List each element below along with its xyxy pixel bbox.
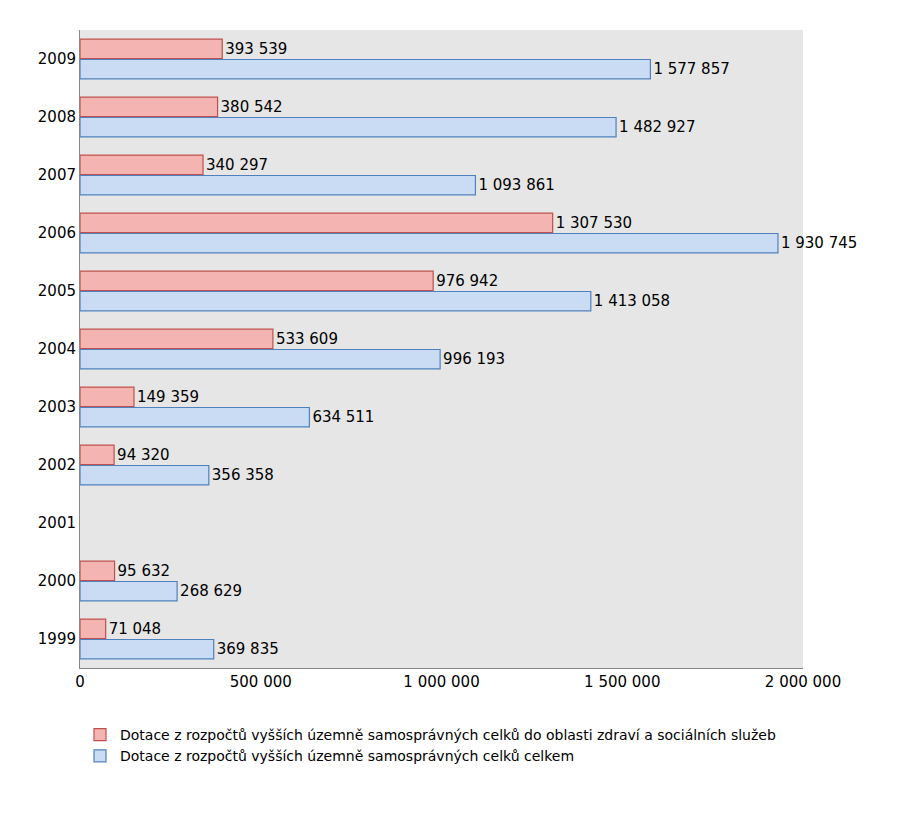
svg-text:95 632: 95 632 xyxy=(118,562,171,580)
svg-text:2002: 2002 xyxy=(38,456,76,474)
svg-text:2006: 2006 xyxy=(38,224,76,242)
svg-text:2001: 2001 xyxy=(38,514,76,532)
svg-text:533 609: 533 609 xyxy=(276,330,338,348)
svg-text:369 835: 369 835 xyxy=(217,640,279,658)
svg-text:976 942: 976 942 xyxy=(436,272,498,290)
svg-text:1 000 000: 1 000 000 xyxy=(403,673,479,691)
svg-text:380 542: 380 542 xyxy=(221,98,283,116)
svg-text:996 193: 996 193 xyxy=(443,350,505,368)
svg-text:1 307 530: 1 307 530 xyxy=(556,214,632,232)
svg-text:1 482 927: 1 482 927 xyxy=(619,118,695,136)
svg-text:340 297: 340 297 xyxy=(206,156,268,174)
svg-text:2008: 2008 xyxy=(38,108,76,126)
svg-text:1 577 857: 1 577 857 xyxy=(653,60,729,78)
svg-text:393 539: 393 539 xyxy=(225,40,287,58)
svg-text:2005: 2005 xyxy=(38,282,76,300)
svg-text:0: 0 xyxy=(75,673,85,691)
svg-text:2007: 2007 xyxy=(38,166,76,184)
svg-text:268 629: 268 629 xyxy=(180,582,242,600)
svg-text:500 000: 500 000 xyxy=(230,673,292,691)
svg-text:2003: 2003 xyxy=(38,398,76,416)
svg-text:2004: 2004 xyxy=(38,340,76,358)
svg-text:2009: 2009 xyxy=(38,50,76,68)
svg-text:Dotace z rozpočtů vyšších územ: Dotace z rozpočtů vyšších územně samospr… xyxy=(120,748,574,764)
svg-text:1 930 745: 1 930 745 xyxy=(781,234,857,252)
svg-text:71 048: 71 048 xyxy=(109,620,161,638)
svg-text:2 000 000: 2 000 000 xyxy=(765,673,841,691)
svg-text:1 413 058: 1 413 058 xyxy=(594,292,670,310)
svg-text:149 359: 149 359 xyxy=(137,388,199,406)
svg-text:356 358: 356 358 xyxy=(212,466,274,484)
svg-text:634 511: 634 511 xyxy=(312,408,374,426)
svg-text:94 320: 94 320 xyxy=(117,446,170,464)
svg-text:Dotace z rozpočtů vyšších územ: Dotace z rozpočtů vyšších územně samospr… xyxy=(120,727,776,743)
svg-text:2000: 2000 xyxy=(38,572,76,590)
svg-text:1 093 861: 1 093 861 xyxy=(478,176,554,194)
svg-text:1 500 000: 1 500 000 xyxy=(584,673,660,691)
svg-text:1999: 1999 xyxy=(38,630,76,648)
